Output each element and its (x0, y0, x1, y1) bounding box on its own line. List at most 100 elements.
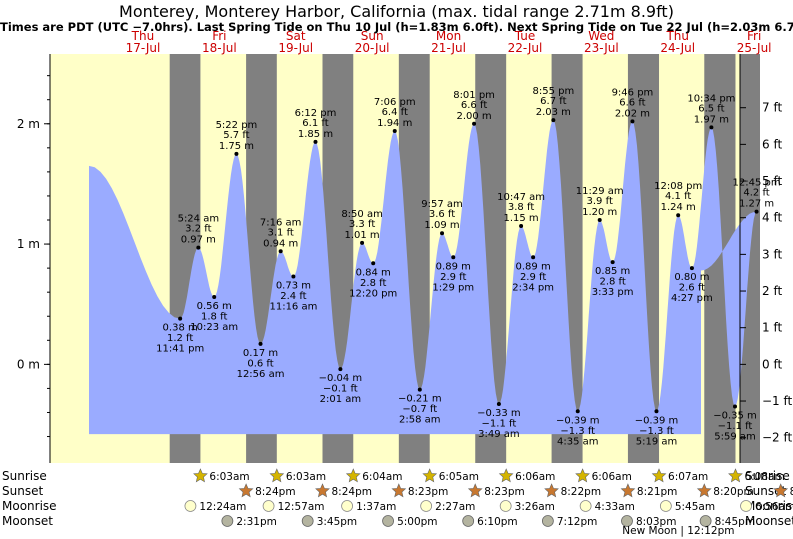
sunset-icon (315, 483, 330, 498)
tide-point (258, 341, 263, 346)
sunset-time: 8:24pm (255, 486, 295, 498)
tide-time-label: 8:55 pm (532, 86, 574, 97)
row-label-right: Moonrise (745, 499, 793, 513)
tide-time-label: 11:16 am (269, 302, 317, 313)
tide-time-label: 12:45 pm (732, 178, 780, 189)
day-date: 22-Jul (508, 41, 543, 55)
day-name: Sun (361, 29, 384, 43)
tide-m-label: −0.39 m (556, 415, 600, 426)
sunset-time: 8:20pm (713, 486, 753, 498)
tide-time-label: 2:34 pm (512, 282, 554, 293)
day-name: Fri (212, 29, 226, 43)
tide-ft-label: 6.6 ft (461, 100, 487, 111)
right-tick-label: 2 ft (762, 284, 782, 298)
tide-time-label: 5:24 am (178, 214, 220, 225)
tide-time-label: 3:49 am (478, 429, 520, 440)
day-date: 18-Jul (202, 41, 237, 55)
sunrise-time: 6:07am (668, 471, 708, 483)
tide-ft-label: 3.8 ft (508, 202, 534, 213)
tide-ft-label: 3.9 ft (587, 196, 613, 207)
moonrise-time: 3:26am (515, 501, 555, 513)
tide-point (709, 125, 714, 130)
tide-point (371, 261, 376, 266)
moonrise-time: 12:57am (278, 501, 325, 513)
moonset-time: 8:03pm (636, 516, 676, 528)
sunrise-time: 6:06am (515, 471, 555, 483)
tide-point (313, 139, 318, 144)
right-tick-label: 1 ft (762, 321, 782, 335)
moonrise-icon (579, 500, 592, 512)
moonrise-time: 2:27am (435, 501, 475, 513)
moonrise-icon (659, 500, 672, 512)
tide-point (360, 240, 365, 245)
tide-time-label: 5:19 am (636, 436, 678, 447)
tide-time-label: 11:29 am (576, 186, 624, 197)
right-tick-label: 3 ft (762, 247, 782, 261)
tide-m-label: 1.20 m (582, 207, 617, 218)
tide-ft-label: 1.2 ft (167, 333, 193, 344)
tide-point (754, 209, 759, 214)
sunrise-time: 6:06am (592, 471, 632, 483)
sunrise-time: 6:08am (744, 471, 784, 483)
row-label-left: Moonrise (2, 499, 57, 513)
tide-ft-label: 2.8 ft (599, 277, 625, 288)
sunrise-icon (651, 468, 667, 483)
left-tick-label: 0 m (17, 357, 40, 371)
right-tick-label: 7 ft (762, 101, 782, 115)
tide-m-label: 0.89 m (516, 261, 551, 272)
tide-ft-label: 1.8 ft (201, 311, 227, 322)
tide-ft-label: 2.9 ft (440, 272, 466, 283)
day-date: 21-Jul (431, 41, 466, 55)
moonrise-icon (420, 500, 433, 512)
day-name: Thu (131, 29, 155, 43)
day-date: 17-Jul (126, 41, 161, 55)
tide-time-label: 4:27 pm (671, 293, 713, 304)
tide-point (519, 224, 524, 229)
tide-ft-label: −1.3 ft (639, 426, 674, 437)
tide-ft-label: 4.1 ft (665, 191, 691, 202)
moonset-icon (301, 515, 314, 527)
sunrise-icon (345, 468, 361, 483)
tide-time-label: 3:33 pm (592, 287, 634, 298)
row-label-left: Sunrise (2, 469, 47, 483)
tide-area (89, 120, 757, 435)
tide-m-label: 0.56 m (197, 301, 232, 312)
tide-ft-label: 6.7 ft (540, 96, 566, 107)
tide-point (392, 128, 397, 133)
tide-point (654, 409, 659, 414)
tide-time-label: 5:59 am (714, 431, 756, 442)
sunrise-icon (193, 468, 208, 483)
tide-m-label: 0.38 m (163, 323, 198, 334)
tide-m-label: 1.09 m (424, 220, 459, 231)
moonset-icon (699, 515, 712, 527)
sunset-time: 8:20pm (790, 486, 793, 498)
chart-subtitle: Times are PDT (UTC −7.0hrs). Last Spring… (0, 20, 793, 34)
tide-point (178, 316, 183, 321)
tide-ft-label: 0.6 ft (247, 358, 273, 369)
day-name: Thu (665, 29, 689, 43)
tide-point (496, 402, 501, 407)
sunrise-icon (728, 468, 743, 483)
tide-time-label: 8:01 pm (453, 90, 495, 101)
chart-title: Monterey, Monterey Harbor, California (m… (119, 2, 674, 21)
tide-ft-label: 6.4 ft (382, 107, 408, 118)
moonrise-time: 1:37am (356, 501, 396, 513)
moonrise-time: 5:45am (675, 501, 715, 513)
tide-point (630, 119, 635, 124)
tide-m-label: −0.04 m (319, 373, 363, 384)
tide-point (676, 213, 681, 218)
moonset-time: 7:12pm (557, 516, 597, 528)
moonset-time: 8:45pm (715, 516, 755, 528)
right-tick-label: 6 ft (762, 137, 782, 151)
moonset-time: 2:31pm (236, 516, 276, 528)
tide-point (610, 260, 615, 265)
tide-point (575, 409, 580, 414)
moonrise-icon (499, 500, 512, 512)
sunrise-icon (269, 468, 285, 483)
tide-m-label: 0.73 m (276, 281, 311, 292)
tide-m-label: 0.80 m (674, 272, 709, 283)
right-tick-label: −1 ft (762, 394, 793, 408)
tide-time-label: 11:41 pm (156, 344, 204, 355)
sunset-icon (391, 483, 407, 498)
moonrise-time: 6:56am (755, 501, 793, 513)
